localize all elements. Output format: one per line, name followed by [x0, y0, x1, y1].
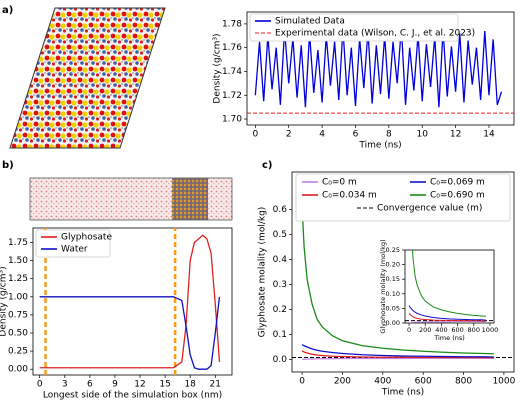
series-line	[301, 350, 494, 359]
x-tick-label: 6	[87, 380, 93, 390]
x-axis-label: Longest side of the simulation box (nm)	[43, 391, 222, 401]
x-tick-label: 4	[319, 130, 325, 140]
x-tick-label: 9	[112, 380, 118, 390]
panel-label: b)	[2, 160, 14, 171]
x-tick-label: 10	[416, 130, 428, 140]
glyphosate-slab	[172, 178, 208, 220]
y-tick-label: 0.1	[273, 330, 287, 340]
y-tick-label: 0.20	[386, 261, 400, 269]
x-tick-label: 0	[37, 380, 43, 390]
y-tick-label: 1.74	[222, 67, 242, 77]
y-tick-label: 0.50	[8, 329, 28, 339]
x-axis-label: Time (ns)	[358, 141, 401, 151]
x-tick-label: 0	[407, 326, 411, 334]
y-tick-label: 1.78	[222, 19, 242, 29]
y-tick-label: 0.3	[273, 280, 287, 290]
y-tick-label: 0.10	[386, 290, 400, 298]
x-tick-label: 0	[252, 130, 258, 140]
series-line	[408, 321, 486, 323]
x-tick-label: 600	[415, 377, 432, 387]
series-line	[39, 296, 221, 370]
x-tick-label: 15	[159, 380, 170, 390]
y-tick-label: 1.00	[8, 292, 28, 302]
x-tick-label: 200	[419, 326, 431, 334]
series-line	[408, 312, 486, 322]
legend-label: Glyphosate	[61, 233, 112, 243]
x-tick-label: 14	[483, 130, 495, 140]
y-tick-label: 1.50	[8, 256, 28, 266]
y-tick-label: 1.75	[8, 238, 28, 248]
x-tick-label: 1000	[492, 377, 515, 387]
y-tick-label: 1.70	[222, 115, 242, 125]
y-tick-label: 0.05	[386, 304, 400, 312]
x-tick-label: 12	[134, 380, 145, 390]
series-line	[302, 357, 494, 361]
x-tick-label: 800	[455, 377, 472, 387]
y-tick-label: 0.15	[386, 275, 400, 283]
y-tick-label: 0.4	[273, 255, 288, 265]
y-tick-label: 0.0	[273, 355, 288, 365]
y-tick-label: 0.2	[273, 305, 287, 315]
y-axis-label: Glyphosate molality (mol/kg)	[379, 239, 387, 333]
x-tick-label: 800	[468, 326, 480, 334]
y-tick-label: 1.72	[222, 91, 242, 101]
x-axis-label: Time (ns)	[433, 334, 465, 342]
series-line	[408, 305, 486, 321]
y-tick-label: 0.25	[8, 347, 28, 357]
x-tick-label: 200	[334, 377, 351, 387]
series-line	[411, 250, 486, 317]
legend-label: Simulated Data	[275, 17, 345, 27]
panel-label: c)	[262, 160, 273, 171]
x-tick-label: 400	[374, 377, 391, 387]
legend-label: C₀=0.034 m	[322, 191, 377, 201]
x-tick-label: 18	[184, 380, 196, 390]
legend-label: Water	[61, 245, 88, 255]
series-line	[301, 206, 494, 355]
x-tick-label: 6	[353, 130, 359, 140]
x-tick-label: 0	[299, 377, 305, 387]
legend-label: C₀=0 m	[322, 178, 357, 188]
x-tick-label: 12	[450, 130, 461, 140]
x-tick-label: 8	[386, 130, 392, 140]
series-line	[301, 343, 494, 358]
legend-box	[249, 13, 459, 42]
y-tick-label: 0.00	[386, 319, 400, 327]
plot-frame	[404, 249, 495, 324]
x-tick-label: 2	[286, 130, 292, 140]
y-axis-label: Glyphosate molality (mol/kg)	[258, 207, 268, 338]
y-tick-label: 0.75	[8, 310, 28, 320]
x-tick-label: 3	[62, 380, 68, 390]
series-line	[254, 27, 503, 108]
y-tick-label: 0.5	[273, 230, 287, 240]
series-line	[39, 234, 221, 369]
x-tick-label: 21	[210, 380, 221, 390]
x-tick-label: 400	[435, 326, 447, 334]
y-tick-label: 0.25	[386, 246, 400, 254]
y-tick-label: 1.76	[222, 43, 242, 53]
y-tick-label: 0.6	[273, 205, 288, 215]
legend-label: C₀=0.069 m	[430, 178, 485, 188]
legend-label: C₀=0.690 m	[430, 191, 485, 201]
x-tick-label: 600	[451, 326, 463, 334]
legend-label: Convergence value (m)	[377, 204, 482, 214]
molecule-snapshot	[9, 7, 166, 149]
x-tick-label: 1000	[482, 326, 499, 334]
y-tick-label: 1.25	[8, 274, 28, 284]
legend-box	[295, 173, 511, 222]
legend-label: Experimental data (Wilson, C. J., et al.…	[275, 29, 475, 39]
y-axis-label: Density (g/cm³)	[0, 266, 9, 336]
y-tick-label: 0.00	[8, 365, 28, 375]
panel-label: a)	[2, 5, 13, 16]
x-axis-label: Time (ns)	[381, 388, 424, 398]
y-axis-label: Density (g/cm³)	[213, 33, 223, 103]
